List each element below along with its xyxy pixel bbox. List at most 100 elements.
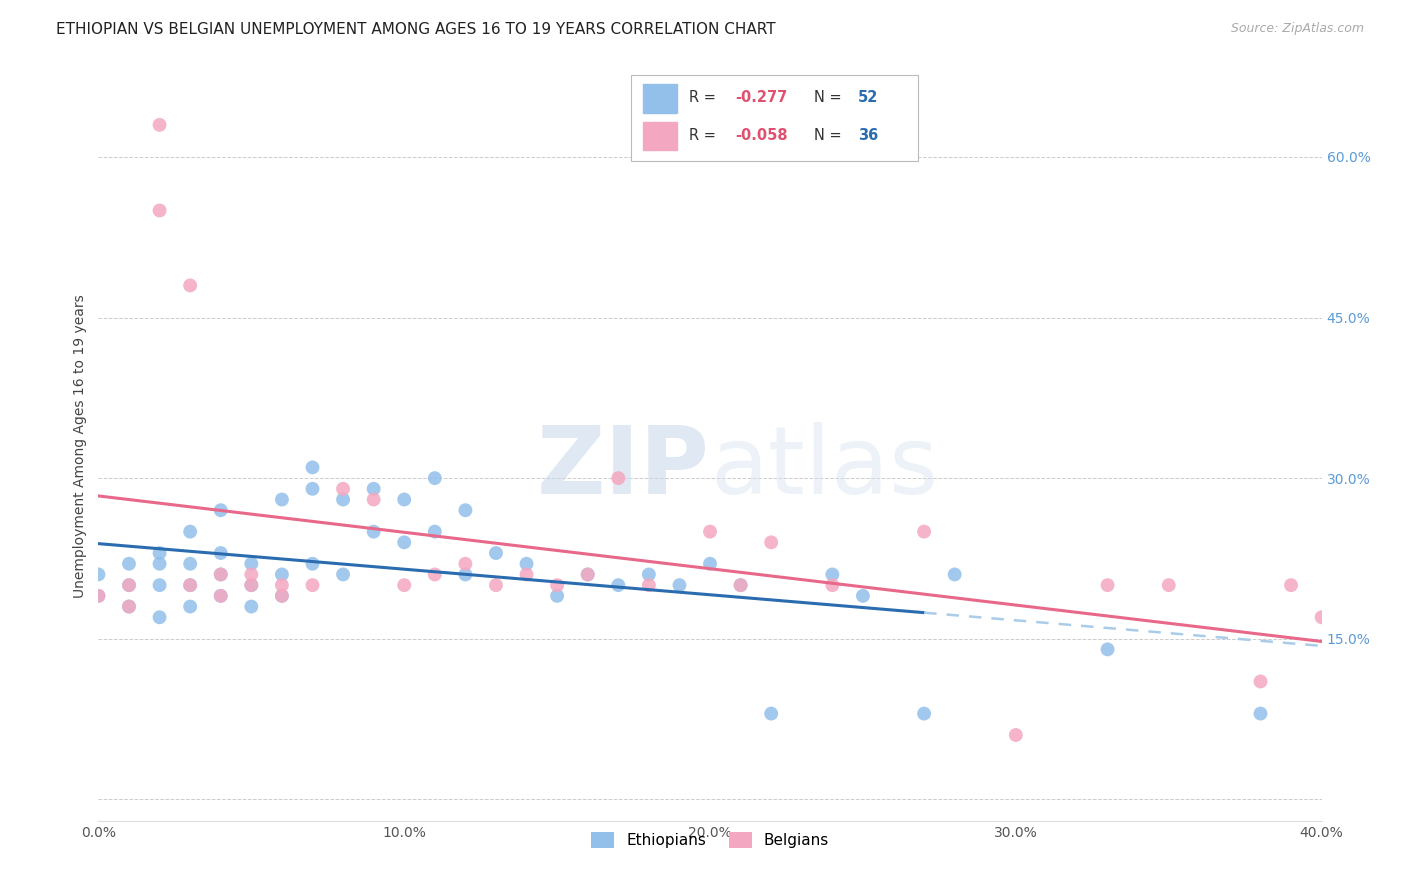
Point [912, 706, 935, 721]
Point [759, 535, 782, 549]
Text: 36: 36 [858, 128, 879, 143]
Legend: Ethiopians, Belgians: Ethiopians, Belgians [585, 826, 835, 855]
Point [179, 524, 201, 539]
Point [730, 578, 752, 592]
Text: atlas: atlas [710, 423, 938, 515]
Point [209, 589, 232, 603]
Point [301, 460, 323, 475]
Point [607, 578, 630, 592]
Point [546, 578, 568, 592]
Point [179, 578, 201, 592]
Point [1097, 578, 1119, 592]
Point [363, 524, 385, 539]
Point [209, 546, 232, 560]
Point [1249, 706, 1271, 721]
Point [1157, 578, 1180, 592]
Point [209, 567, 232, 582]
Point [149, 610, 172, 624]
Point [423, 567, 446, 582]
Point [392, 492, 416, 507]
Point [332, 482, 354, 496]
Text: -0.058: -0.058 [735, 128, 789, 143]
Y-axis label: Unemployment Among Ages 16 to 19 years: Unemployment Among Ages 16 to 19 years [73, 294, 87, 598]
Point [1004, 728, 1026, 742]
Point [332, 492, 354, 507]
Point [821, 567, 844, 582]
Point [270, 567, 292, 582]
Point [668, 578, 690, 592]
FancyBboxPatch shape [643, 84, 678, 112]
Point [852, 589, 875, 603]
Point [240, 557, 263, 571]
Point [637, 567, 661, 582]
Point [759, 706, 782, 721]
Point [1310, 610, 1333, 624]
Point [270, 492, 292, 507]
Point [699, 557, 721, 571]
Point [392, 578, 416, 592]
Point [363, 482, 385, 496]
Point [118, 599, 141, 614]
Point [454, 503, 477, 517]
Point [454, 567, 477, 582]
Point [240, 567, 263, 582]
Point [301, 557, 323, 571]
Point [454, 557, 477, 571]
Point [1249, 674, 1271, 689]
Point [699, 524, 721, 539]
Point [423, 471, 446, 485]
Point [118, 578, 141, 592]
Point [637, 578, 661, 592]
Point [87, 589, 110, 603]
Point [301, 482, 323, 496]
Text: -0.277: -0.277 [735, 90, 787, 105]
Text: ZIP: ZIP [537, 423, 710, 515]
Text: N =: N = [814, 90, 846, 105]
Point [270, 578, 292, 592]
Point [607, 471, 630, 485]
Point [149, 118, 172, 132]
Point [179, 578, 201, 592]
Point [1279, 578, 1302, 592]
Point [485, 546, 508, 560]
Point [392, 535, 416, 549]
Point [209, 503, 232, 517]
FancyBboxPatch shape [643, 121, 678, 150]
Point [118, 578, 141, 592]
Point [149, 546, 172, 560]
Text: N =: N = [814, 128, 846, 143]
Point [179, 599, 201, 614]
Point [118, 557, 141, 571]
Point [240, 578, 263, 592]
Point [821, 578, 844, 592]
Point [87, 567, 110, 582]
FancyBboxPatch shape [630, 75, 918, 161]
Point [240, 599, 263, 614]
Point [485, 578, 508, 592]
Point [332, 567, 354, 582]
Point [209, 589, 232, 603]
Point [149, 578, 172, 592]
Point [363, 492, 385, 507]
Text: 52: 52 [858, 90, 879, 105]
Point [423, 524, 446, 539]
Point [943, 567, 966, 582]
Point [301, 578, 323, 592]
Text: ETHIOPIAN VS BELGIAN UNEMPLOYMENT AMONG AGES 16 TO 19 YEARS CORRELATION CHART: ETHIOPIAN VS BELGIAN UNEMPLOYMENT AMONG … [56, 22, 776, 37]
Point [179, 278, 201, 293]
Point [240, 578, 263, 592]
Point [149, 557, 172, 571]
Point [270, 589, 292, 603]
Text: R =: R = [689, 128, 721, 143]
Point [730, 578, 752, 592]
Point [179, 557, 201, 571]
Text: Source: ZipAtlas.com: Source: ZipAtlas.com [1230, 22, 1364, 36]
Point [576, 567, 599, 582]
Point [912, 524, 935, 539]
Point [546, 589, 568, 603]
Point [118, 599, 141, 614]
Point [270, 589, 292, 603]
Point [149, 203, 172, 218]
Text: R =: R = [689, 90, 721, 105]
Point [576, 567, 599, 582]
